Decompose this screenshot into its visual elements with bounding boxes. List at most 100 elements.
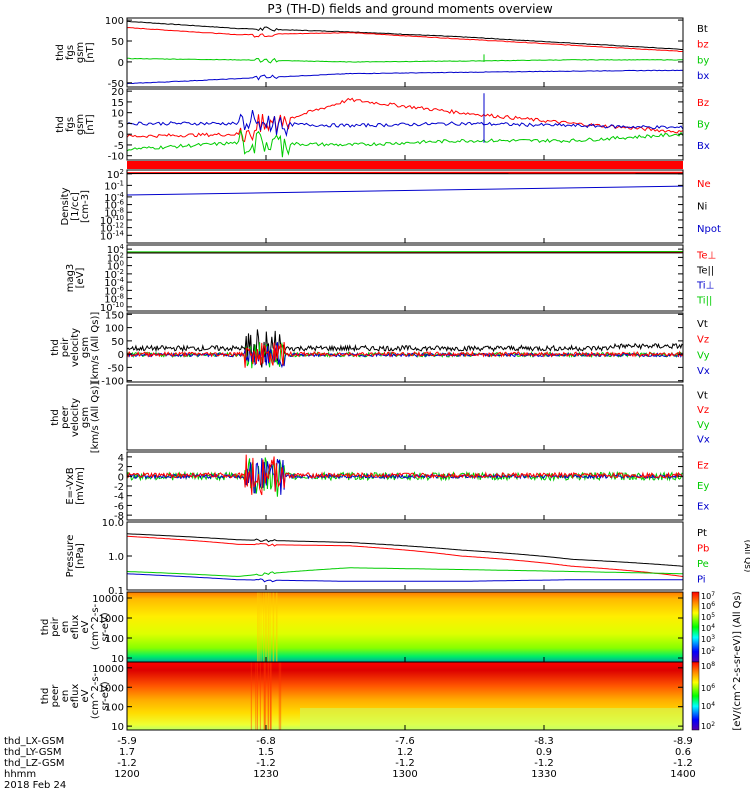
colorbar-tick-label: 104: [701, 701, 715, 711]
colorbar-tick-label: 102: [701, 646, 715, 656]
series-by: [127, 57, 683, 64]
legend-by: by: [697, 55, 709, 66]
series-Bz: [126, 97, 684, 143]
y-axis-label-line: eflux: [70, 615, 81, 640]
legend-Bt: Bt: [697, 24, 708, 35]
legend-Vx: Vx: [697, 366, 710, 377]
xaxis-value: 1400: [670, 769, 695, 780]
panel-frame: [126, 244, 684, 312]
y-axis-label: thd fgs gsm [nT]: [55, 114, 96, 135]
y-tick-label: -4: [114, 492, 124, 503]
xaxis-value: 1.2: [397, 747, 413, 758]
xaxis-value: 1230: [253, 769, 278, 780]
y-axis-label-line: [mV/m]: [75, 467, 86, 505]
y-axis-label-line: mag3: [65, 264, 76, 293]
y-tick-label: 5: [118, 119, 124, 130]
xaxis-row-label: thd_LY-GSM: [4, 747, 61, 758]
y-axis-label: thd peer en eflux eV (cm^2-s-sr-eV): [40, 672, 111, 719]
y-axis-label-line: velocity: [70, 328, 81, 367]
legend-Bz: Bz: [697, 98, 709, 109]
legend-Ez: Ez: [697, 460, 709, 471]
legend-Pt: Pt: [697, 528, 707, 539]
legend-Vy: Vy: [697, 350, 710, 361]
y-tick-label: 15: [111, 98, 124, 109]
y-axis-label-line: [nT]: [85, 114, 96, 134]
panel-p1: 100 50 0 -50 thd fgs gsm [nT] Bt bz by bx: [55, 16, 709, 90]
y-axis-label-line: [nT]: [85, 42, 96, 62]
y-axis-label-line: gsm: [80, 337, 91, 358]
legend-Ey: Ey: [697, 481, 709, 492]
y-tick-label: 1.0: [108, 552, 124, 563]
colorbar-tick-label: 108: [701, 661, 715, 671]
y-tick-label: 1000: [99, 683, 124, 694]
panel-p1-data: [126, 20, 684, 85]
plot-title: P3 (TH-D) fields and ground moments over…: [267, 2, 552, 16]
panel-frame: [126, 169, 684, 244]
xaxis-value: 1.5: [258, 747, 274, 758]
colorbar-tick-label: 104: [701, 623, 715, 633]
y-axis-label-line: sr-eV): [100, 681, 111, 710]
y-tick-label: 10: [111, 654, 124, 665]
y-axis-label-line: fgs: [65, 117, 76, 132]
y-axis-label-line: Pressure: [65, 535, 76, 578]
xaxis-row-label: hhmm: [4, 769, 36, 780]
y-axis-label-line: peer: [60, 405, 71, 429]
panel-p3-data: [126, 171, 684, 196]
y-axis-label: thd peer velocity gsm [km/s (All Qs)]: [50, 382, 101, 454]
legend-Pb: Pb: [697, 543, 709, 554]
xaxis-row-label: thd_LX-GSM: [4, 736, 64, 747]
xaxis-value: -1.2: [534, 758, 554, 769]
series-Bx: [126, 109, 684, 138]
y-axis-label: mag3 [eV]: [65, 264, 86, 293]
legend-Ne: Ne: [697, 179, 711, 190]
colorbar-electron: [691, 661, 700, 731]
separator-band: [127, 161, 683, 169]
legend-Ti||: Ti||: [696, 296, 712, 307]
xaxis-value: -1.2: [256, 758, 276, 769]
legend-Te||: Te||: [696, 266, 714, 277]
legend-Vx: Vx: [697, 435, 710, 446]
series-Bt: [127, 20, 683, 50]
panel-frame: [126, 17, 684, 88]
spectrogram-image: [127, 592, 683, 662]
y-axis-label-line: fgs: [65, 45, 76, 60]
series-red: [126, 341, 684, 368]
y-axis-label-line: gsm: [80, 407, 91, 428]
y-tick-label: 0: [118, 58, 124, 69]
legend-Ti⊥: Ti⊥: [696, 281, 714, 292]
y-tick-label: -6: [114, 501, 124, 512]
panel-p8-data: [126, 533, 684, 583]
y-axis-label-line: [1/cc]: [70, 192, 81, 221]
y-axis-label-line: eflux: [70, 684, 81, 709]
y-tick-label: 1000: [99, 614, 124, 625]
xaxis-value: 1200: [114, 769, 139, 780]
y-tick-label: -10: [108, 152, 124, 163]
y-axis-label: thd peir velocity gsm [km/s (All Qs)]: [50, 312, 101, 384]
legend-Vz: Vz: [697, 335, 709, 346]
y-tick-label: 0: [118, 472, 124, 483]
legend-Vt: Vt: [697, 319, 708, 330]
legend-Npot: Npot: [697, 224, 721, 235]
y-tick-label: 50: [111, 37, 124, 48]
y-axis-label-line: peir: [60, 337, 71, 357]
y-tick-label: 10000: [92, 664, 124, 675]
y-tick-label: 0.1: [108, 586, 124, 597]
colorbar-tick-label: 106: [701, 683, 715, 693]
series-black: [126, 329, 684, 368]
panel-p7: 420-2-4-6-8 E=-VxB [mV/m] Ez Ey Ex: [65, 451, 709, 522]
y-axis-label-line: velocity: [70, 398, 81, 437]
colorbar-tick-label: 107: [701, 591, 715, 601]
xaxis-value: -5.9: [117, 736, 137, 747]
y-axis-label: thd fgs gsm [nT]: [55, 42, 96, 63]
colorbar-tick-label: 106: [701, 601, 715, 611]
spectrogram-lowband: [300, 708, 683, 730]
xaxis-value: 1300: [392, 769, 417, 780]
colorbar-unit: [eV/(cm^2-s-sr-eV)] (All Qs): [732, 591, 743, 730]
legend-Pi: Pi: [697, 574, 706, 585]
y-tick-label: 10.0: [102, 518, 124, 529]
y-axis-label-line: gsm: [75, 114, 86, 135]
